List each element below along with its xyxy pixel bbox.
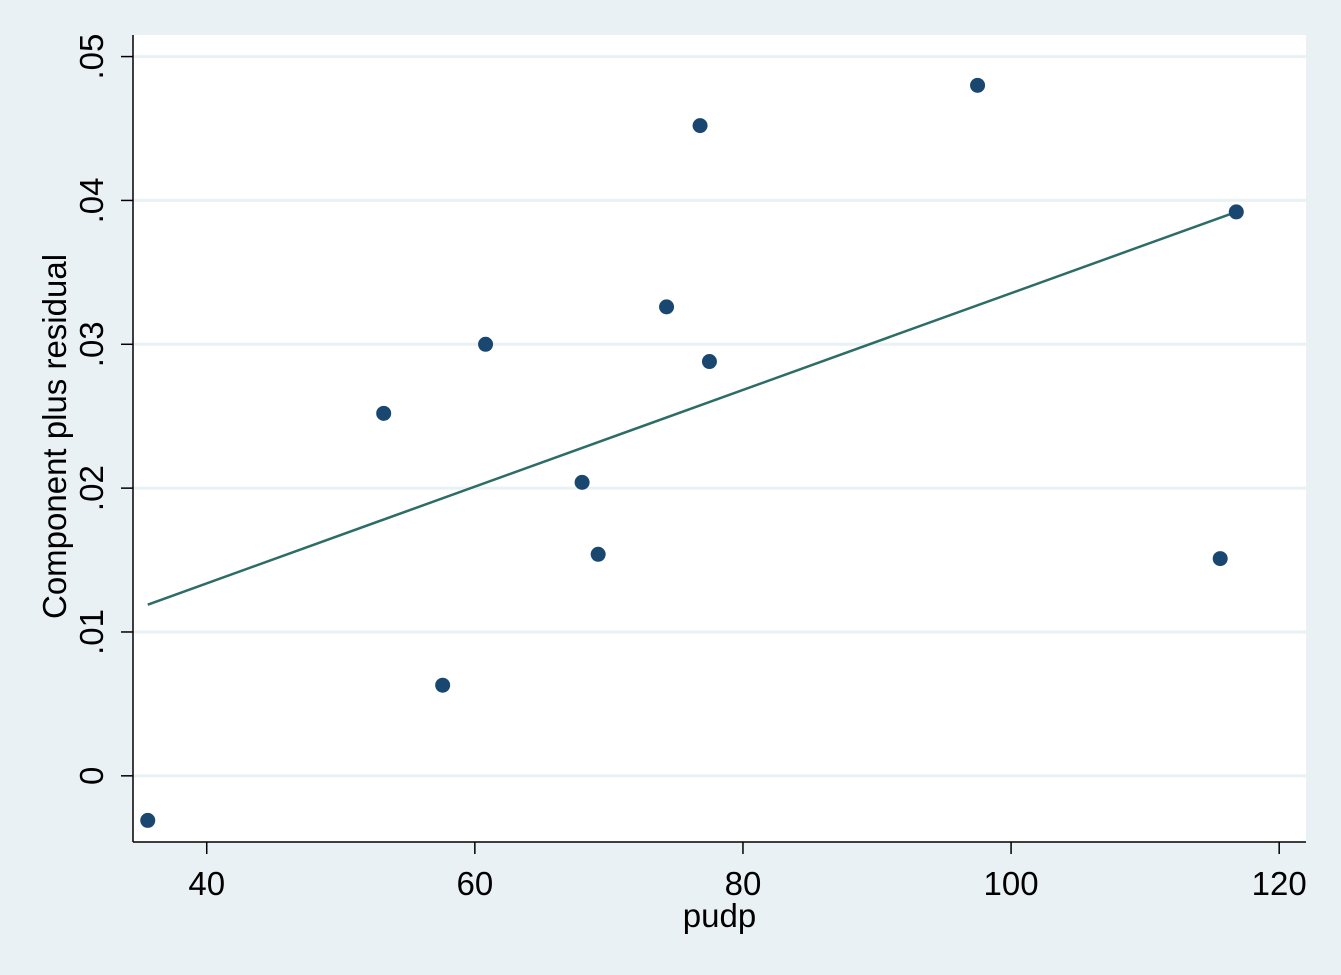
x-tick-label: 40 (188, 865, 225, 902)
gridlines (133, 55, 1306, 778)
data-point (376, 405, 392, 421)
data-point (435, 677, 451, 693)
data-point (1228, 204, 1244, 220)
data-points (140, 77, 1244, 828)
data-point (970, 77, 986, 93)
fit-line (147, 210, 1237, 606)
data-point (701, 354, 717, 370)
data-point (590, 546, 606, 562)
x-tick-label: 100 (984, 865, 1039, 902)
data-point (574, 474, 590, 490)
y-axis-ticks: 0 .01 .02 .03 .04 .05 (73, 34, 133, 785)
x-tick-label: 60 (456, 865, 493, 902)
x-axis-title: pudp (683, 897, 756, 934)
y-tick-label: 0 (73, 767, 110, 785)
data-point (140, 812, 156, 828)
y-tick-label: .04 (73, 177, 110, 223)
y-tick-label: .05 (73, 34, 110, 80)
plot-area (133, 35, 1306, 842)
fit-lines (147, 210, 1237, 606)
data-point (659, 299, 675, 315)
y-axis-title: Component plus residual (36, 254, 73, 619)
x-tick-label: 120 (1252, 865, 1307, 902)
x-axis-ticks: 40 60 80 100 120 (188, 842, 1307, 902)
y-tick-label: .01 (73, 609, 110, 655)
y-tick-label: .03 (73, 321, 110, 367)
y-tick-label: .02 (73, 465, 110, 511)
data-point (692, 118, 708, 134)
data-point (1212, 551, 1228, 567)
data-point (478, 336, 494, 352)
x-tick-label: 80 (725, 865, 762, 902)
